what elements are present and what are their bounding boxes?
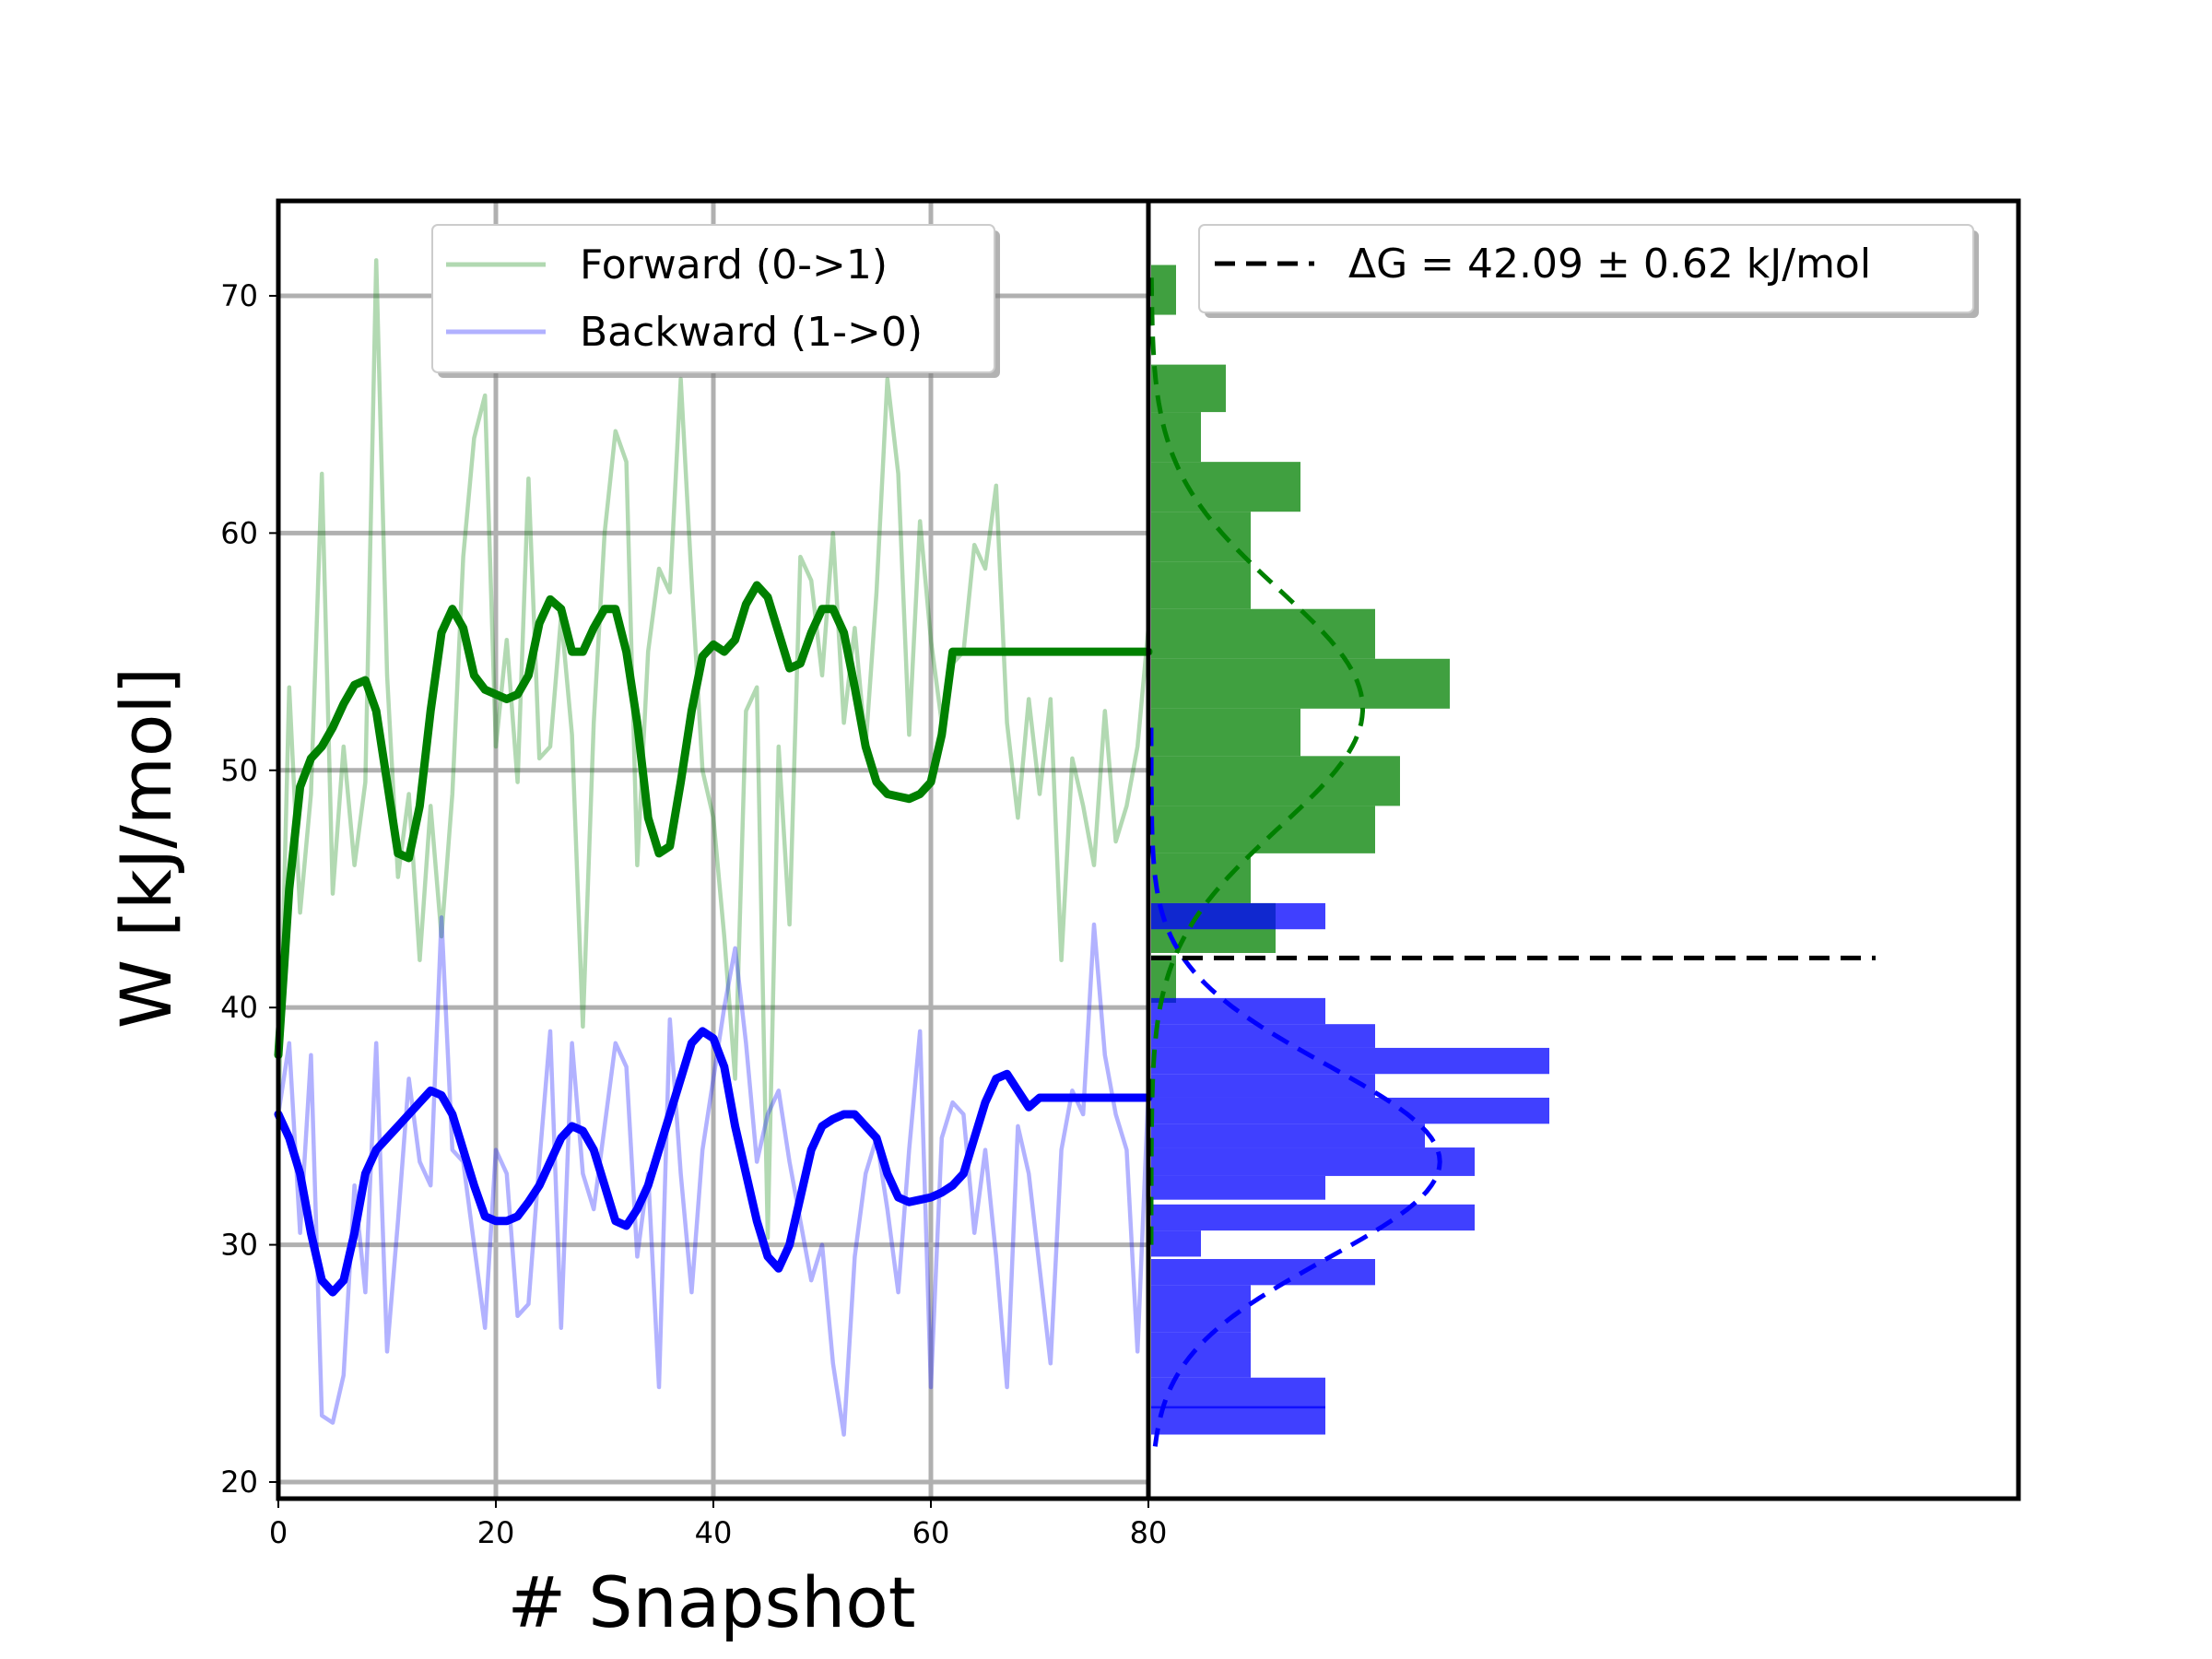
right-legend: ΔG = 42.09 ± 0.62 kJ/mol [1198,224,1979,318]
y-tick-label-30: 30 [220,1228,258,1263]
hist-bar-1-9 [1151,1124,1425,1148]
hist-bar-1-2 [1151,1332,1251,1378]
right-plot-frame [1146,198,2021,1501]
hist-bar-1-12 [1151,1047,1549,1075]
hist-bar-1-4 [1151,1259,1375,1286]
y-axis-title: W [kJ/mol] [105,667,187,1029]
right-gaussian-fits [1148,272,1442,1447]
y-tick-label-20: 20 [220,1465,258,1500]
gaussian-fit-1 [1148,723,1442,1447]
hist-bar-0-13 [1151,265,1176,315]
x-tick-label-0: 0 [269,1515,288,1550]
hist-bar-0-12 [1151,364,1226,413]
right-legend-box [1198,224,1974,313]
hist-bar-1-11 [1151,1074,1375,1098]
hist-bar-0-6 [1151,658,1450,709]
left-ticks: 0 20 40 60 80 20 30 40 50 60 70 [220,278,1167,1550]
series-line-3 [274,1027,1153,1297]
hist-bar-0-7 [1151,608,1375,659]
hist-bar-1-10 [1151,1097,1549,1124]
hist-bar-1-1 [1151,1377,1325,1409]
series-line-2 [276,915,1151,1437]
hist-bar-0-3 [1151,806,1375,853]
x-tick-label-80: 80 [1130,1515,1168,1550]
hist-bar-1-7 [1151,1175,1325,1200]
x-tick-label-20: 20 [477,1515,515,1550]
hist-bar-0-8 [1151,561,1251,609]
right-histogram-bars [1151,265,1549,1435]
y-tick-label-60: 60 [220,515,258,550]
right-panel: ΔG = 42.09 ± 0.62 kJ/mol [1146,198,2021,1501]
legend-label-forward: Forward (0->1) [580,241,888,288]
hist-bar-1-15 [1151,902,1325,930]
y-tick-label-40: 40 [220,990,258,1025]
gaussian-fit-0 [1148,272,1366,1245]
hist-bar-0-10 [1151,462,1300,512]
hist-bar-1-0 [1151,1406,1325,1435]
left-panel: 0 20 40 60 80 20 30 40 50 60 70 # Snapshot W [kJ/m… [105,198,1167,1643]
legend-label-backward: Backward (1->0) [580,309,923,356]
x-tick-label-40: 40 [695,1515,733,1550]
hist-bar-0-11 [1151,412,1201,463]
hist-bar-1-8 [1151,1147,1475,1176]
hist-bar-0-5 [1151,708,1300,757]
left-legend: Forward (0->1) Backward (1->0) [431,224,1000,378]
legend-label-delta-g: ΔG = 42.09 ± 0.62 kJ/mol [1348,241,1871,288]
series-line-1 [274,581,1153,1060]
series-line-0 [276,258,1151,1241]
y-tick-label-70: 70 [220,278,258,313]
left-legend-box [431,224,995,373]
left-lines [274,258,1153,1437]
hist-bar-0-2 [1151,853,1251,903]
x-tick-label-60: 60 [912,1515,950,1550]
hist-bar-1-3 [1151,1285,1251,1333]
y-tick-label-50: 50 [220,753,258,788]
hist-bar-0-9 [1151,512,1251,562]
x-axis-title: # Snapshot [507,1561,915,1643]
hist-bar-1-5 [1151,1230,1201,1257]
hist-bar-0-4 [1151,756,1400,806]
hist-bar-1-6 [1151,1204,1475,1231]
hist-bar-1-13 [1151,1024,1375,1048]
